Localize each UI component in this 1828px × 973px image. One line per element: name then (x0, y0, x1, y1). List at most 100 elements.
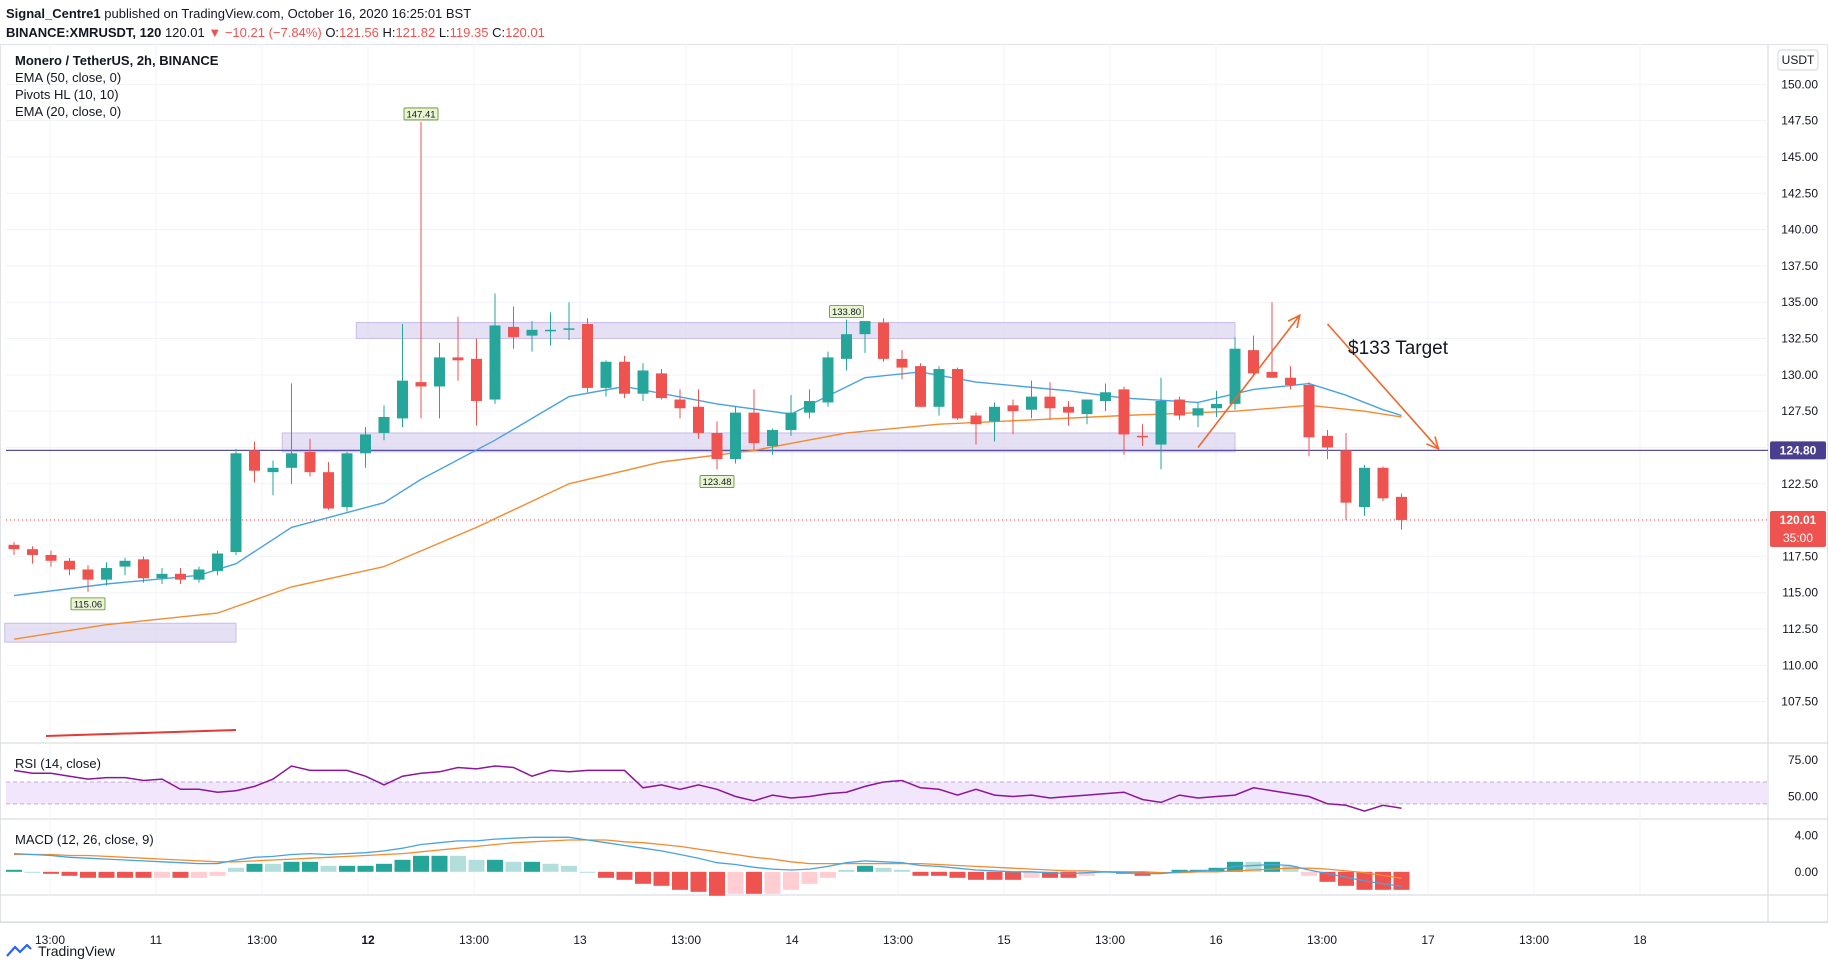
candle-down (1063, 406, 1074, 413)
macd-histogram-bar (894, 869, 910, 872)
candle-down (748, 412, 760, 444)
macd-histogram-bar (1060, 871, 1077, 878)
candle-up (212, 553, 223, 571)
indicator-ema20[interactable]: EMA (20, close, 0) (15, 104, 121, 119)
candle-down (249, 450, 260, 471)
macd-histogram-bar (931, 871, 947, 876)
candle-down (138, 559, 149, 579)
macd-histogram-bar (431, 855, 448, 872)
price-tick-label: 110.00 (1782, 658, 1818, 672)
candle-up (637, 370, 649, 394)
candle-down (508, 326, 519, 338)
pivot-label-box (70, 597, 106, 611)
pivot-label: 123.48 (702, 477, 731, 488)
ohlc-line: BINANCE:XMRUSDT, 120 120.01 ▼ −10.21 (−7… (6, 25, 545, 40)
macd-histogram-bar (191, 871, 207, 878)
pivot-label: 133.80 (832, 307, 861, 318)
candle-up (933, 369, 945, 407)
time-tick-label: 12 (361, 933, 375, 947)
macd-histogram-bar (912, 871, 929, 876)
macd-histogram-bar (986, 871, 1003, 880)
publisher-name[interactable]: Signal_Centre1 (6, 6, 101, 21)
pivot-label: 115.06 (74, 599, 102, 610)
pivot-label-box (699, 475, 735, 488)
indicator-ema50[interactable]: EMA (50, close, 0) (15, 70, 121, 85)
close-value: 120.01 (505, 25, 545, 40)
pivot-label-box (403, 107, 439, 121)
candle-down (1007, 405, 1019, 412)
publish-text: published on TradingView.com, October 16… (104, 6, 472, 21)
candle-down (1340, 450, 1352, 503)
last-price-badge (1770, 510, 1826, 547)
macd-histogram-bar (1171, 869, 1188, 872)
candle-up (600, 361, 612, 388)
macd-histogram-bar (542, 863, 559, 872)
pivot-label: 147.41 (406, 109, 435, 120)
candle-up (730, 412, 741, 460)
macd-histogram-bar (1319, 871, 1336, 882)
candle-down (1174, 399, 1185, 416)
macd-histogram-bar (450, 855, 466, 872)
macd-histogram-bar (616, 871, 633, 880)
candle-down (8, 544, 20, 550)
candle-up (526, 329, 538, 336)
macd-histogram-bar (857, 865, 873, 872)
rsi-line (13, 765, 1402, 812)
macd-histogram-bar (339, 865, 355, 872)
price-tick-label: 112.50 (1782, 622, 1818, 636)
candle-up (1026, 396, 1037, 410)
chart-area[interactable]: 147.41 133.80 123.48 115.06 150.00 147.50 145… (0, 44, 1828, 968)
currency-badge (1777, 49, 1819, 71)
candle-up (1081, 399, 1093, 415)
rsi-label[interactable]: RSI (14, close) (15, 756, 101, 771)
candle-down (64, 560, 75, 570)
chart-title: Monero / TetherUS, 2h, BINANCE (15, 53, 219, 68)
brand-name[interactable]: TradingView (38, 943, 116, 959)
candle-down (656, 373, 667, 399)
candle-down (471, 358, 482, 401)
chart-header: Signal_Centre1 published on TradingView.… (6, 4, 1828, 42)
candle-up (804, 400, 815, 413)
candle-up (1211, 403, 1222, 409)
candle-down (1322, 435, 1333, 448)
macd-tick-label: 4.00 (1795, 828, 1819, 842)
macd-histogram-bar (524, 861, 540, 872)
macd-histogram-bar (117, 871, 133, 878)
time-tick-label: 13:00 (883, 933, 913, 947)
candle-up (378, 416, 390, 433)
macd-histogram-bar (653, 871, 670, 886)
candle-up (785, 412, 797, 431)
candle-down (711, 432, 723, 460)
candle-down (304, 451, 316, 473)
candle-down (1137, 435, 1148, 438)
macd-histogram-bar (709, 871, 725, 896)
candle-down (27, 549, 38, 555)
macd-histogram-bar (838, 869, 855, 872)
macd-histogram-bar (487, 859, 503, 872)
price-tick-label: 140.00 (1781, 223, 1818, 237)
time-tick-label: 13:00 (247, 933, 277, 947)
macd-tick-label: 0.00 (1795, 865, 1819, 879)
macd-label[interactable]: MACD (12, 26, close, 9) (15, 832, 154, 847)
target-arrow-head (1287, 313, 1301, 329)
price-tick-label: 127.50 (1781, 404, 1818, 418)
candle-down (693, 406, 704, 433)
candle-down (952, 369, 963, 419)
macd-histogram-bar (24, 871, 41, 873)
time-tick-label: 13:00 (671, 933, 701, 947)
level-price-label: 124.80 (1780, 443, 1817, 457)
macd-histogram-bar (764, 871, 781, 894)
time-tick-label: 13:00 (459, 933, 489, 947)
candle-up (360, 434, 371, 454)
candle-up (101, 568, 112, 580)
candle-down (1248, 350, 1259, 374)
candle-down (175, 573, 186, 580)
macd-histogram-bar (394, 859, 411, 872)
macd-histogram-bar (1042, 871, 1058, 878)
candle-up (989, 406, 1000, 422)
indicator-pivots[interactable]: Pivots HL (10, 10) (15, 87, 119, 102)
macd-histogram-bar (228, 867, 244, 872)
macd-histogram-bar (98, 871, 115, 878)
candle-up (1192, 408, 1204, 416)
